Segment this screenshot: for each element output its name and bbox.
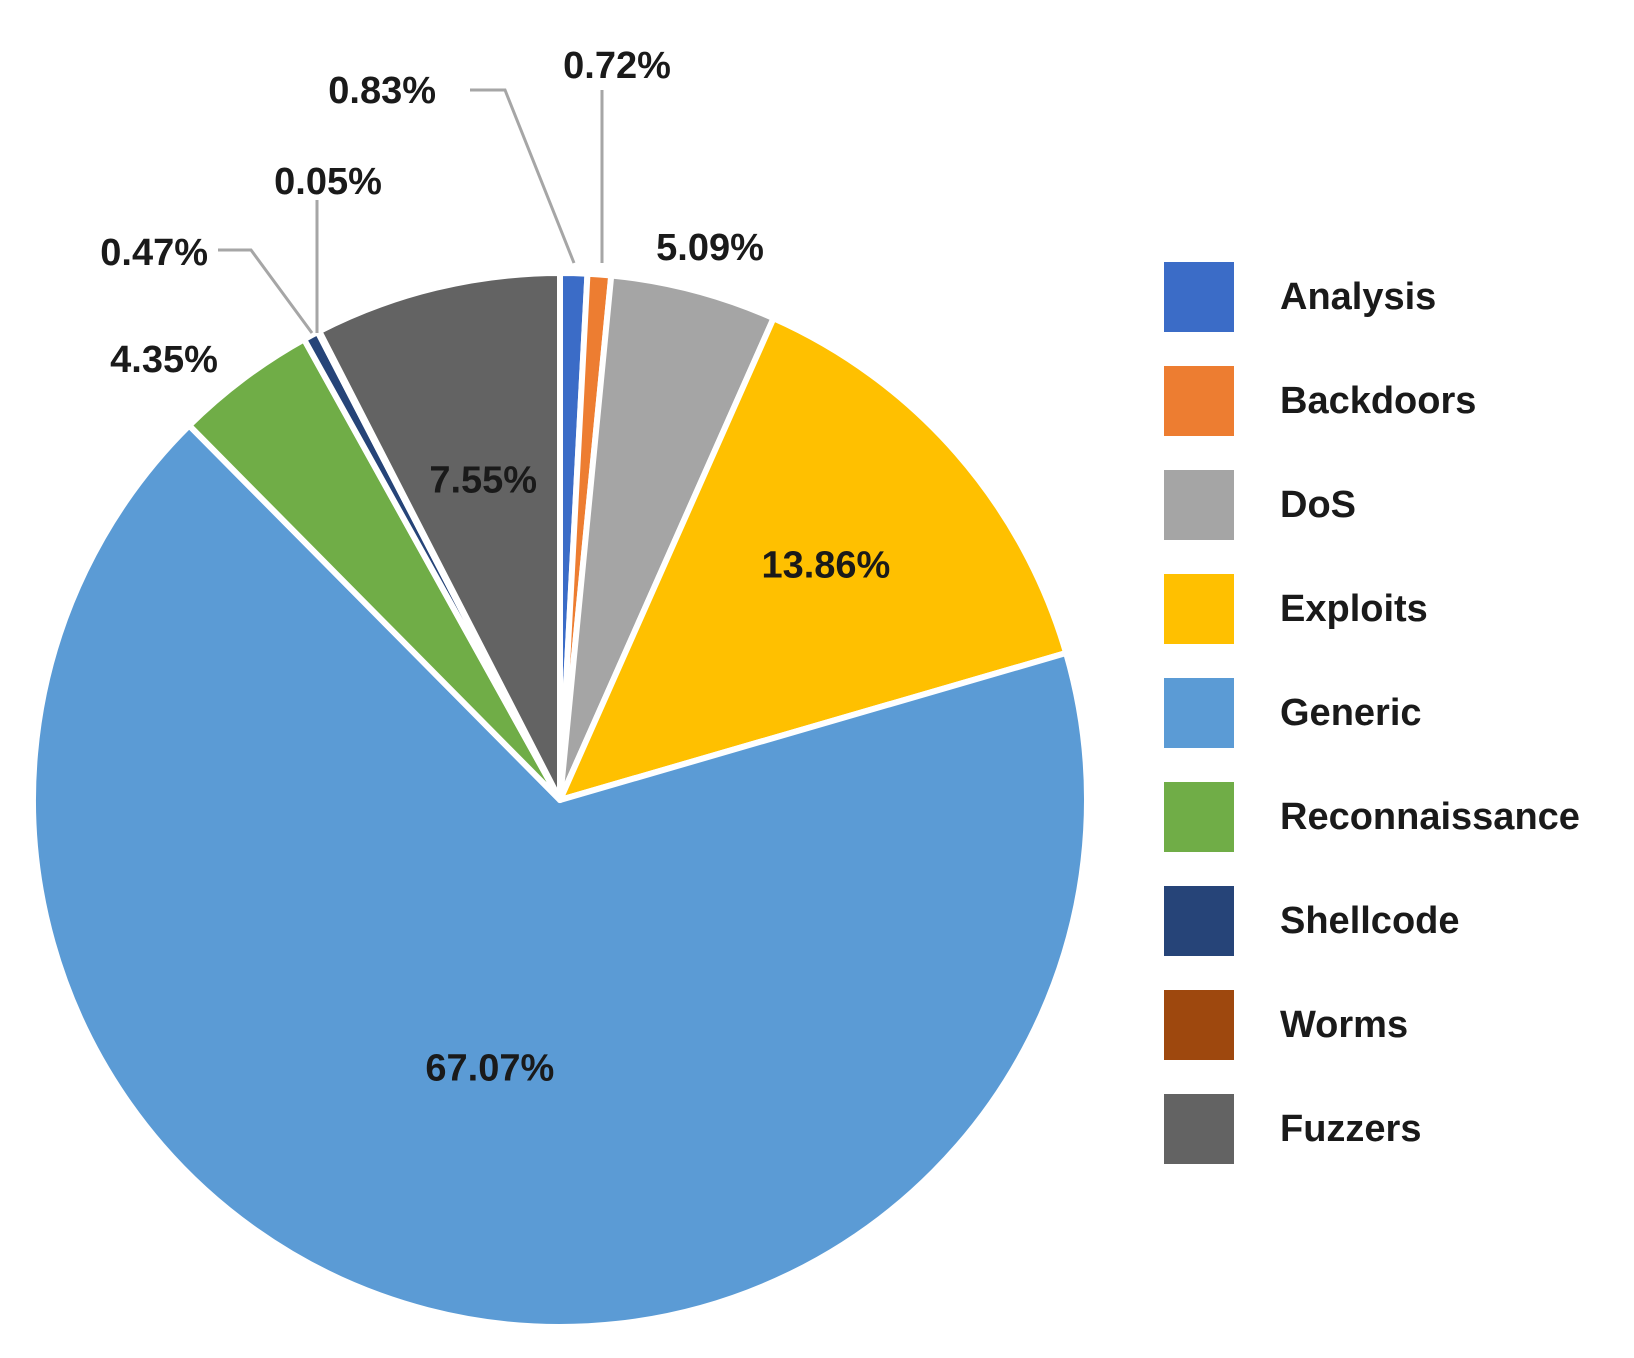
legend-swatch-fuzzers [1164,1094,1234,1164]
pie-slice-fuzzers [316,270,563,803]
legend-swatch-worms [1164,990,1234,1060]
slice-label-analysis: 0.83% [328,70,436,112]
slice-label-worms: 0.05% [274,161,382,203]
legend-item-fuzzers: Fuzzers [1164,1094,1624,1164]
leader-line-shellcode [218,248,314,334]
slice-label-exploits: 13.86% [761,545,890,587]
labels-layer: 0.83% 0.72% 5.09% 13.86% 67.07% 4.35% 0.47% 0.0… [100,45,890,1089]
legend-swatch-shellcode [1164,886,1234,956]
legend: Analysis Backdoors DoS Exploits Generic Recon… [1164,262,1624,1198]
legend-item-generic: Generic [1164,678,1624,748]
legend-swatch-reconnaissance [1164,782,1234,852]
legend-item-dos: DoS [1164,470,1624,540]
legend-label-worms: Worms [1280,1003,1409,1046]
legend-swatch-exploits [1164,574,1234,644]
legend-item-shellcode: Shellcode [1164,886,1624,956]
pie-slice-generic [29,422,1090,1330]
slice-label-reconnaissance: 4.35% [110,339,218,381]
legend-label-reconnaissance: Reconnaissance [1280,795,1580,838]
legend-swatch-generic [1164,678,1234,748]
leader-line-analysis [470,88,576,264]
legend-label-generic: Generic [1280,691,1422,734]
slice-label-shellcode: 0.47% [100,232,208,274]
legend-item-exploits: Exploits [1164,574,1624,644]
slice-label-generic: 67.07% [425,1047,554,1089]
legend-label-fuzzers: Fuzzers [1280,1107,1422,1150]
pie-slice-exploits [557,315,1070,803]
legend-label-exploits: Exploits [1280,587,1428,630]
slice-label-backdoors: 0.72% [563,45,671,87]
legend-label-analysis: Analysis [1280,275,1437,318]
slice-label-dos: 5.09% [656,227,764,269]
legend-item-analysis: Analysis [1164,262,1624,332]
legend-label-backdoors: Backdoors [1280,379,1477,422]
slices-layer [29,270,1090,1330]
leader-lines-layer [218,88,604,334]
legend-item-backdoors: Backdoors [1164,366,1624,436]
slice-label-fuzzers: 7.55% [429,459,537,501]
legend-label-dos: DoS [1280,483,1356,526]
legend-swatch-backdoors [1164,366,1234,436]
legend-swatch-dos [1164,470,1234,540]
legend-swatch-analysis [1164,262,1234,332]
legend-item-reconnaissance: Reconnaissance [1164,782,1624,852]
pie-slice-dos [557,272,777,803]
legend-label-shellcode: Shellcode [1280,899,1460,942]
legend-item-worms: Worms [1164,990,1624,1060]
